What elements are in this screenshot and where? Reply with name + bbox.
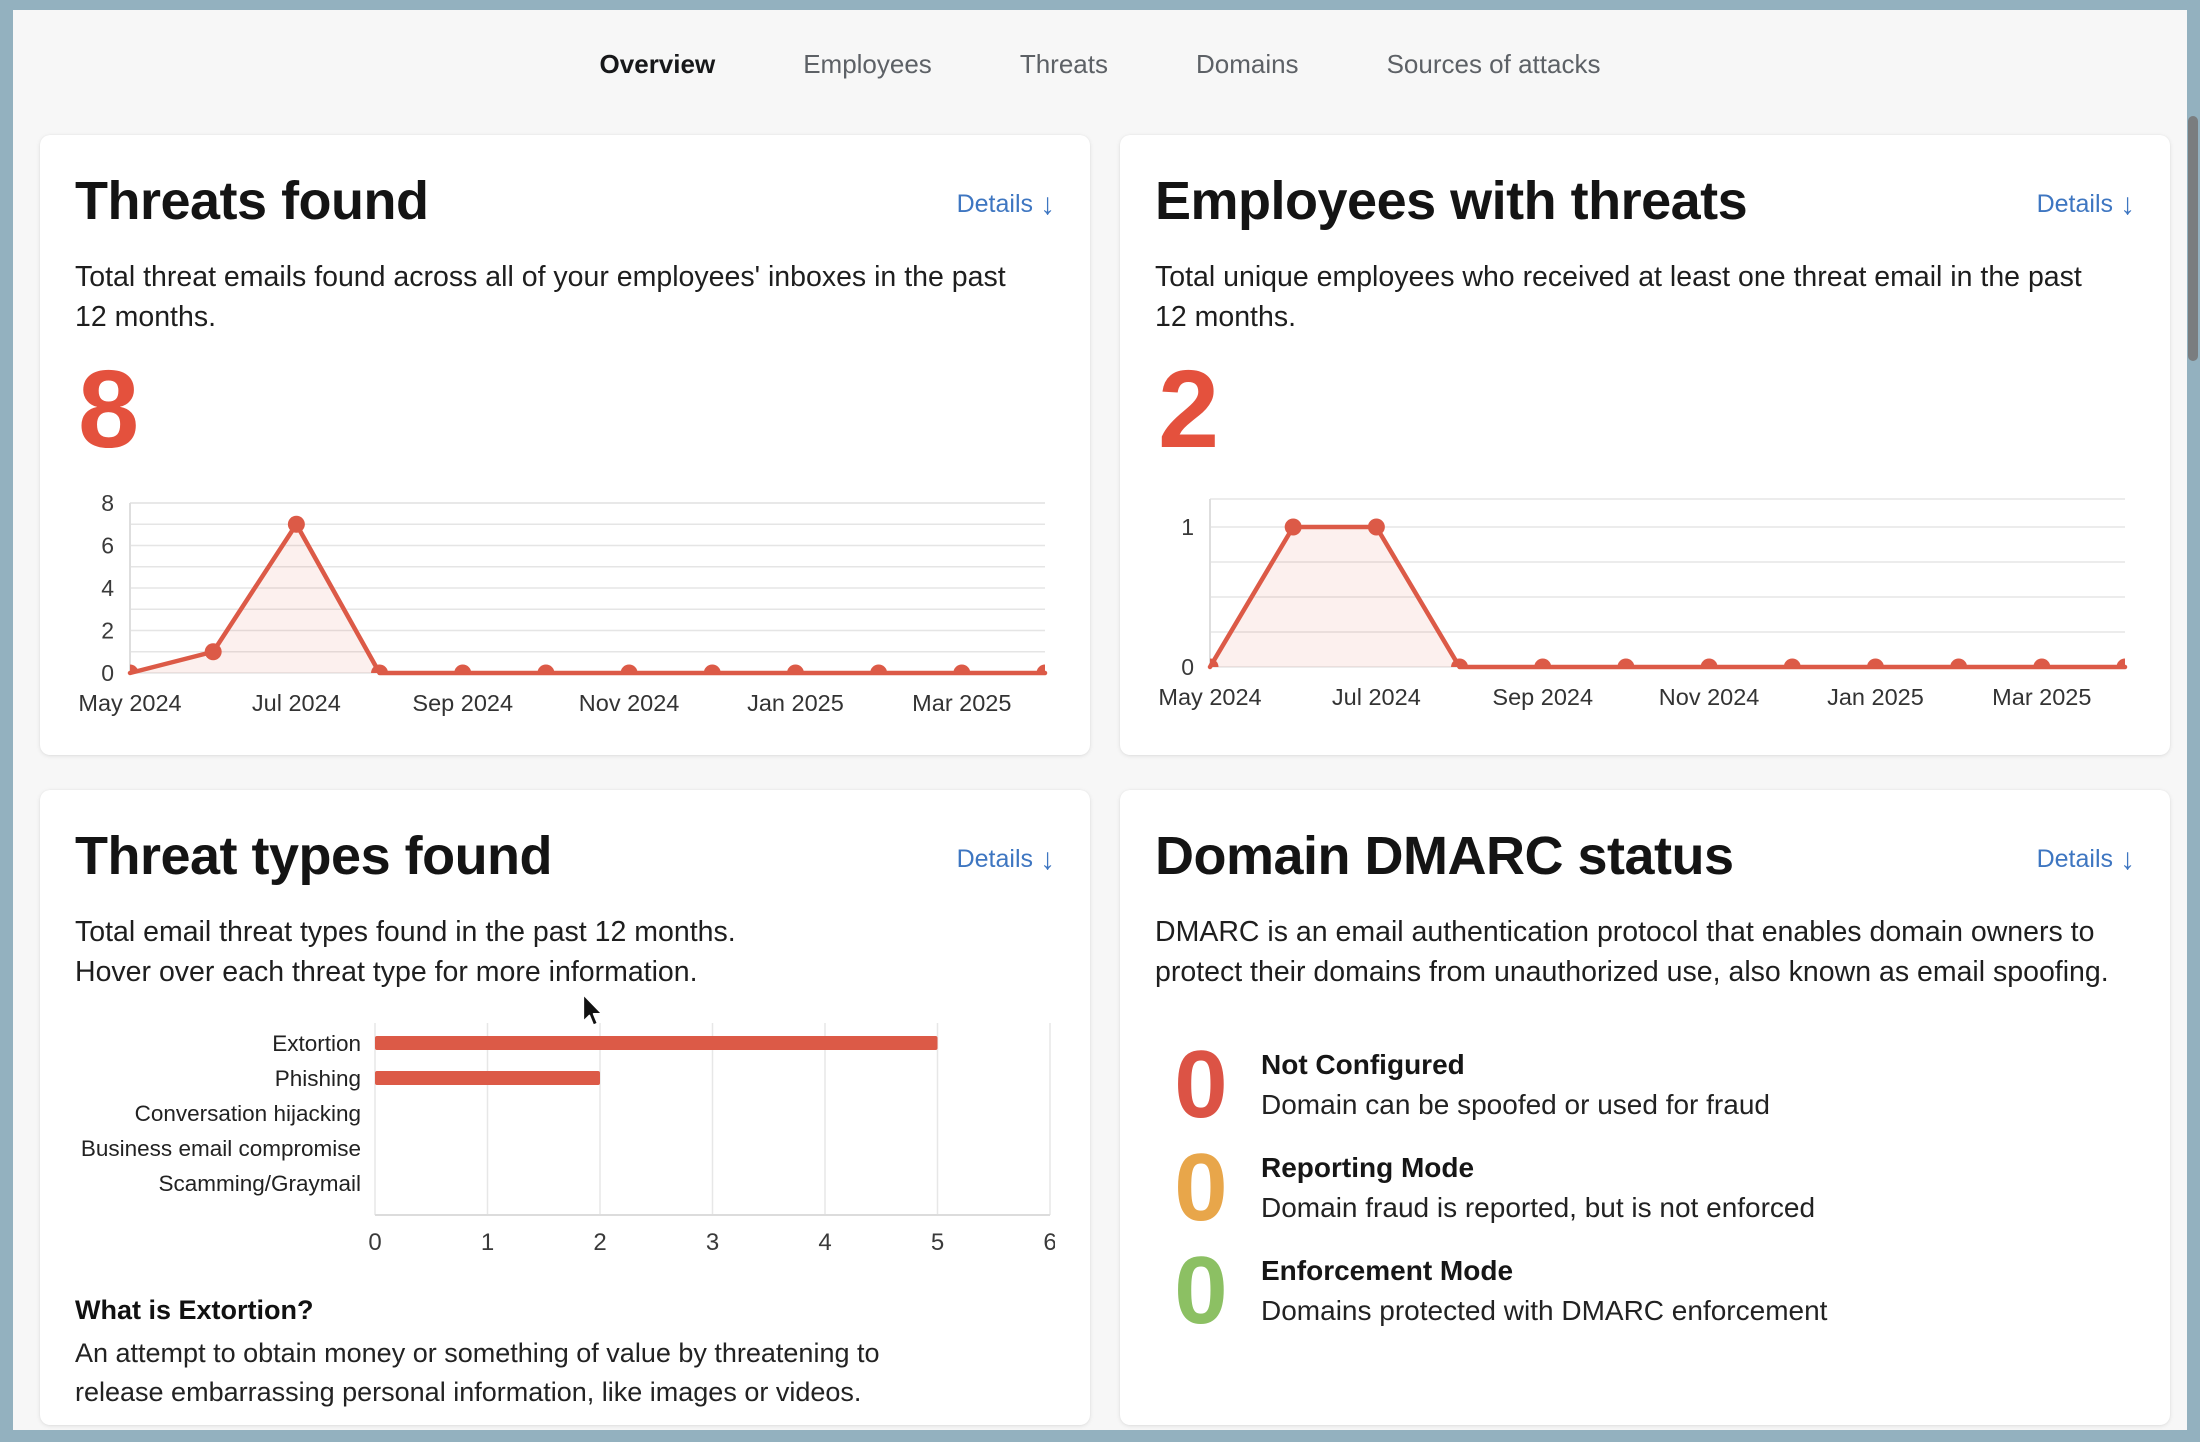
reporting-mode-count: 0 xyxy=(1174,1134,1228,1241)
card-title: Employees with threats xyxy=(1155,171,1748,231)
threat-types-found-card: Threat types found Details ↓ Total email… xyxy=(40,790,1090,1425)
svg-text:Jan 2025: Jan 2025 xyxy=(747,690,844,716)
svg-text:Jul 2024: Jul 2024 xyxy=(252,690,341,716)
svg-text:Jul 2024: Jul 2024 xyxy=(1332,684,1421,710)
status-description: Domain can be spoofed or used for fraud xyxy=(1261,1089,1770,1120)
employees-total-count: 2 xyxy=(1158,348,1220,471)
dmarc-status-list: 0 Not Configured Domain can be spoofed o… xyxy=(1155,1031,2135,1354)
vertical-scrollbar-thumb[interactable] xyxy=(2188,116,2198,361)
svg-text:1: 1 xyxy=(1181,514,1194,540)
tab-employees[interactable]: Employees xyxy=(803,48,932,79)
svg-text:Mar 2025: Mar 2025 xyxy=(912,690,1011,716)
svg-text:Scamming/Graymail: Scamming/Graymail xyxy=(158,1171,361,1196)
svg-text:Sep 2024: Sep 2024 xyxy=(1492,684,1593,710)
tab-sources-of-attacks[interactable]: Sources of attacks xyxy=(1386,48,1601,79)
svg-text:8: 8 xyxy=(101,490,114,516)
threat-type-info: What is Extortion? An attempt to obtain … xyxy=(75,1295,955,1412)
down-arrow-icon: ↓ xyxy=(1040,843,1055,876)
tab-overview[interactable]: Overview xyxy=(599,48,716,79)
svg-text:Nov 2024: Nov 2024 xyxy=(1659,684,1760,710)
details-link[interactable]: Details ↓ xyxy=(2036,843,2135,876)
svg-text:Business email compromise: Business email compromise xyxy=(81,1136,361,1161)
card-title: Domain DMARC status xyxy=(1155,826,1734,886)
svg-text:2: 2 xyxy=(101,618,114,644)
svg-text:Phishing: Phishing xyxy=(275,1066,361,1091)
details-label: Details xyxy=(2036,189,2113,218)
svg-text:1: 1 xyxy=(481,1229,494,1256)
domain-dmarc-status-card: Domain DMARC status Details ↓ DMARC is a… xyxy=(1120,790,2170,1425)
svg-text:2: 2 xyxy=(593,1229,606,1256)
status-description: Domain fraud is reported, but is not enf… xyxy=(1261,1192,1816,1223)
status-label: Reporting Mode xyxy=(1261,1152,1475,1183)
svg-text:6: 6 xyxy=(1043,1229,1055,1256)
card-description: Total threat emails found across all of … xyxy=(75,261,1006,334)
svg-text:4: 4 xyxy=(818,1229,831,1256)
svg-text:Mar 2025: Mar 2025 xyxy=(1992,684,2091,710)
svg-text:0: 0 xyxy=(368,1229,381,1256)
svg-text:4: 4 xyxy=(101,575,114,601)
dmarc-status-row: 0 Reporting Mode Domain fraud is reporte… xyxy=(1155,1134,2135,1241)
details-link[interactable]: Details ↓ xyxy=(956,843,1055,876)
threats-found-card: Threats found Details ↓ Total threat ema… xyxy=(40,135,1090,755)
down-arrow-icon: ↓ xyxy=(1040,188,1055,221)
svg-text:5: 5 xyxy=(931,1229,944,1256)
threats-total-count: 8 xyxy=(78,348,140,471)
down-arrow-icon: ↓ xyxy=(2120,188,2135,221)
description-line-1: Total email threat types found in the pa… xyxy=(75,916,736,948)
details-label: Details xyxy=(956,189,1033,218)
svg-text:May 2024: May 2024 xyxy=(78,690,181,716)
svg-text:3: 3 xyxy=(706,1229,719,1256)
info-text: An attempt to obtain money or something … xyxy=(75,1338,880,1408)
card-description: Total unique employees who received at l… xyxy=(1155,261,2082,334)
details-link[interactable]: Details ↓ xyxy=(2036,188,2135,221)
details-label: Details xyxy=(2036,844,2113,873)
svg-text:Sep 2024: Sep 2024 xyxy=(412,690,513,716)
threats-trend-chart: 0 2 4 6 8 May 2024 Jul 2024 Sep 2024 Nov 2024 Jan… xyxy=(78,490,1048,716)
svg-text:6: 6 xyxy=(101,533,114,559)
svg-text:Extortion: Extortion xyxy=(272,1031,361,1056)
svg-text:0: 0 xyxy=(1181,654,1194,680)
not-configured-count: 0 xyxy=(1174,1031,1228,1138)
details-link[interactable]: Details ↓ xyxy=(956,188,1055,221)
details-label: Details xyxy=(956,844,1033,873)
status-label: Enforcement Mode xyxy=(1261,1255,1514,1286)
employees-with-threats-card: Employees with threats Details ↓ Total u… xyxy=(1120,135,2170,755)
dmarc-status-row: 0 Enforcement Mode Domains protected wit… xyxy=(1155,1237,2135,1344)
down-arrow-icon: ↓ xyxy=(2120,843,2135,876)
enforcement-mode-count: 0 xyxy=(1174,1237,1228,1344)
description-line-2: Hover over each threat type for more inf… xyxy=(75,956,698,989)
card-title: Threat types found xyxy=(75,826,553,886)
svg-text:0: 0 xyxy=(101,660,114,686)
tab-domains[interactable]: Domains xyxy=(1195,48,1299,79)
svg-text:Jan 2025: Jan 2025 xyxy=(1827,684,1924,710)
tab-threats[interactable]: Threats xyxy=(1019,48,1108,79)
svg-text:May 2024: May 2024 xyxy=(1158,684,1261,710)
dmarc-status-row: 0 Not Configured Domain can be spoofed o… xyxy=(1155,1031,2135,1138)
card-description: DMARC is an email authentication protoco… xyxy=(1155,916,2109,989)
employees-trend-chart: 0 1 May 2024 Jul 2024 Sep 2024 Nov 2024 Jan 20… xyxy=(1158,498,2128,710)
card-description: Total email threat types found in the pa… xyxy=(75,912,1033,993)
top-navigation: Overview Employees Threats Domains Sourc… xyxy=(13,10,2187,114)
status-label: Not Configured xyxy=(1261,1049,1465,1080)
card-title: Threats found xyxy=(75,171,429,231)
dashboard-page: Overview Employees Threats Domains Sourc… xyxy=(13,10,2187,1430)
info-title: What is Extortion? xyxy=(75,1295,314,1325)
threat-types-bar-chart[interactable]: 0 1 2 3 4 5 6 Extortion Phishing Conversation hij… xyxy=(75,1015,1055,1275)
svg-text:Conversation hijacking: Conversation hijacking xyxy=(135,1101,361,1126)
status-description: Domains protected with DMARC enforcement xyxy=(1261,1295,1828,1326)
svg-text:Nov 2024: Nov 2024 xyxy=(579,690,680,716)
